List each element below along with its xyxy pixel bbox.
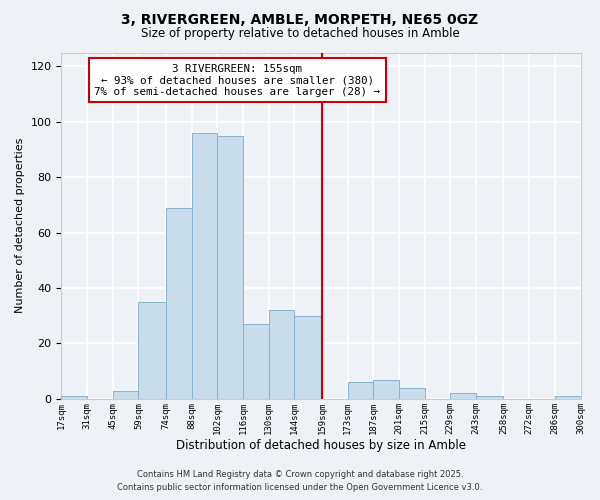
Bar [555,396,581,399]
Bar [476,396,503,399]
Text: Size of property relative to detached houses in Amble: Size of property relative to detached ho… [140,28,460,40]
Bar [139,302,166,399]
Y-axis label: Number of detached properties: Number of detached properties [15,138,25,314]
Bar [295,316,322,399]
Text: 3, RIVERGREEN, AMBLE, MORPETH, NE65 0GZ: 3, RIVERGREEN, AMBLE, MORPETH, NE65 0GZ [121,12,479,26]
Bar [399,388,425,399]
Bar [243,324,269,399]
Text: Contains HM Land Registry data © Crown copyright and database right 2025.
Contai: Contains HM Land Registry data © Crown c… [118,470,482,492]
Bar [217,136,243,399]
X-axis label: Distribution of detached houses by size in Amble: Distribution of detached houses by size … [176,440,466,452]
Bar [373,380,399,399]
Bar [166,208,191,399]
Bar [347,382,373,399]
Bar [450,394,476,399]
Text: 3 RIVERGREEN: 155sqm
← 93% of detached houses are smaller (380)
7% of semi-detac: 3 RIVERGREEN: 155sqm ← 93% of detached h… [94,64,380,97]
Bar [269,310,295,399]
Bar [113,390,139,399]
Bar [191,133,217,399]
Bar [61,396,87,399]
